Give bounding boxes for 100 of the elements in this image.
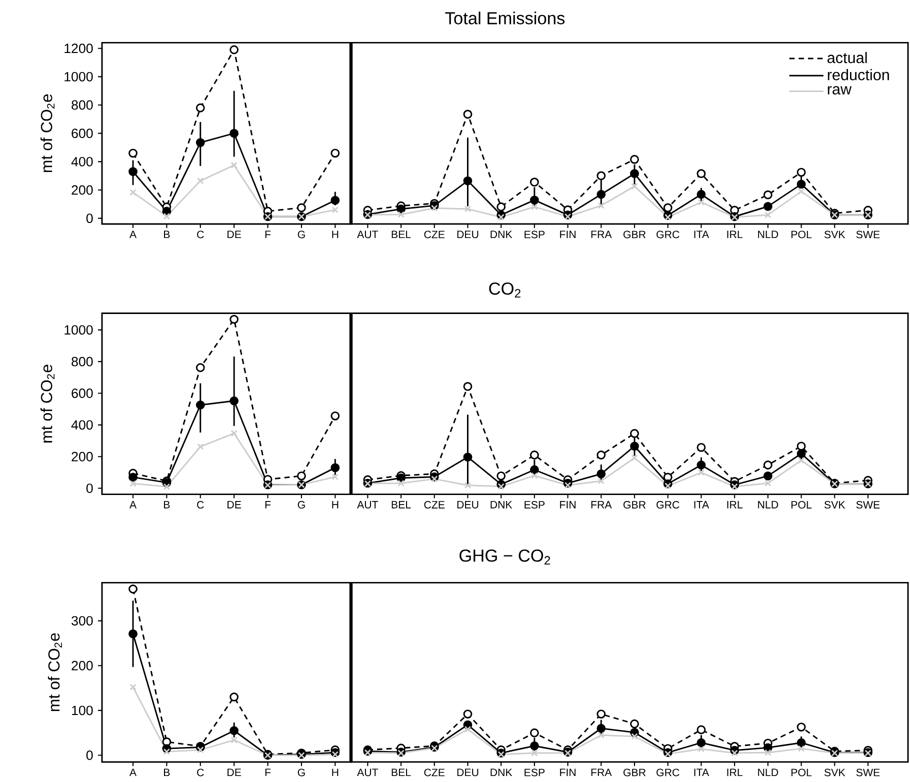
y-axis-title: mt of CO$_{2}$e — [48, 633, 62, 712]
chart-title: CO$_{2}$ — [489, 282, 520, 298]
point — [696, 738, 706, 748]
x-tick-label: POL — [791, 501, 812, 509]
y-tick-label: 800 — [72, 356, 93, 366]
point — [696, 169, 706, 178]
x-tick-label: DEU — [457, 768, 478, 776]
point — [463, 452, 472, 462]
point — [731, 750, 738, 756]
y-tick-label: 400 — [71, 420, 93, 430]
point — [197, 746, 204, 754]
x-tick-label: NLD — [758, 768, 778, 776]
point — [564, 482, 572, 489]
point — [798, 188, 805, 195]
point — [763, 471, 772, 480]
point — [396, 474, 406, 482]
point — [128, 584, 138, 594]
point — [763, 202, 772, 211]
x-tick-label: SVK — [824, 768, 846, 776]
point — [196, 103, 205, 112]
x-tick-label: FIN — [560, 230, 576, 238]
legend-label: reduction — [828, 69, 889, 80]
x-tick-label: F — [265, 501, 271, 508]
point — [463, 110, 472, 119]
point — [330, 463, 340, 472]
point — [332, 206, 339, 214]
x-tick-label: H — [332, 768, 338, 776]
x-tick-label: NLD — [758, 230, 778, 238]
x-tick-label: F — [265, 768, 271, 776]
point — [530, 178, 539, 187]
point — [496, 471, 506, 480]
x-tick-label: GRC — [656, 501, 680, 509]
y-tick-label: 200 — [72, 185, 93, 195]
x-tick-label: GBR — [623, 230, 646, 238]
x-tick-label: C — [197, 768, 204, 776]
x-tick-label: ESP — [524, 768, 545, 776]
point — [764, 480, 772, 487]
x-tick-label: AUT — [357, 501, 378, 508]
point — [796, 449, 806, 458]
point — [796, 738, 806, 748]
point — [463, 710, 472, 719]
x-tick-label: POL — [791, 230, 812, 238]
point — [496, 202, 506, 212]
point — [796, 180, 806, 189]
x-tick-label: CZE — [424, 768, 445, 776]
point — [696, 460, 706, 470]
point — [630, 154, 639, 164]
x-tick-label: FIN — [560, 768, 576, 776]
point — [130, 684, 136, 691]
point — [230, 726, 239, 736]
x-tick-label: GRC — [656, 768, 680, 776]
x-tick-label: C — [197, 230, 204, 238]
point — [698, 469, 705, 476]
point — [230, 314, 239, 324]
x-tick-label: DNK — [490, 230, 512, 238]
x-tick-label: BEL — [392, 230, 411, 238]
point — [596, 190, 606, 199]
point — [431, 476, 438, 482]
point — [230, 692, 239, 702]
x-tick-label: DEU — [457, 230, 478, 238]
x-tick-label: CZE — [424, 230, 445, 238]
point — [764, 749, 772, 756]
point — [798, 745, 805, 752]
point — [630, 169, 639, 178]
x-tick-label: BEL — [392, 501, 411, 508]
x-tick-label: DEU — [457, 501, 478, 508]
x-tick-label: DE — [228, 230, 242, 238]
x-tick-label: SWE — [856, 768, 880, 776]
point — [396, 204, 406, 214]
point — [530, 450, 539, 460]
point — [464, 482, 472, 489]
y-axis-title: mt of CO$_{2}$e — [40, 94, 54, 172]
x-tick-label: DNK — [490, 768, 512, 776]
point — [230, 162, 238, 169]
point — [696, 725, 706, 734]
x-tick-label: SVK — [824, 501, 846, 509]
point — [664, 482, 672, 490]
point — [596, 171, 606, 180]
point — [698, 198, 705, 206]
point — [631, 733, 638, 740]
point — [663, 203, 672, 212]
point — [297, 203, 306, 212]
x-tick-label: H — [332, 230, 338, 238]
x-tick-label: DE — [228, 501, 242, 508]
point — [398, 211, 404, 218]
point — [498, 751, 504, 758]
x-tick-label: ESP — [524, 501, 545, 509]
x-tick-label: AUT — [357, 768, 378, 776]
point — [464, 726, 472, 733]
point — [596, 450, 606, 460]
point — [130, 189, 136, 196]
y-tick-label: 600 — [72, 128, 93, 138]
point — [630, 442, 639, 451]
x-tick-label: DNK — [490, 501, 512, 508]
point — [163, 212, 170, 220]
y-tick-label: 1000 — [64, 72, 93, 82]
point — [464, 206, 472, 212]
y-tick-label: 1000 — [64, 325, 93, 335]
point — [596, 724, 606, 733]
x-tick-label: ESP — [524, 230, 545, 238]
